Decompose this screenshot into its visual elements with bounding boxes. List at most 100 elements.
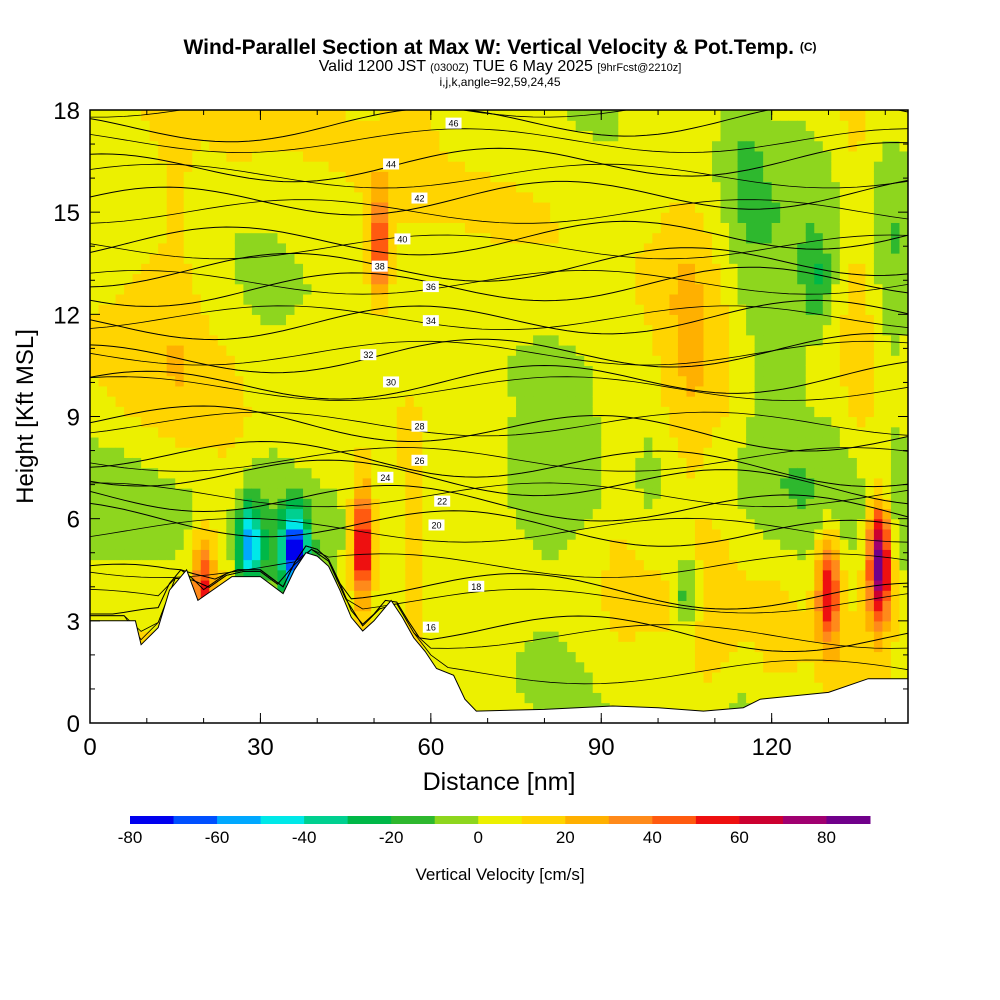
- theta-contour-38: [90, 247, 908, 288]
- colorbar-tick-label: 0: [474, 828, 483, 847]
- colorbar-swatch: [217, 816, 262, 824]
- colorbar-tick-label: 40: [643, 828, 662, 847]
- theta-contour-22: [90, 485, 908, 522]
- contour-label: 16: [426, 623, 436, 633]
- chart-title: Wind-Parallel Section at Max W: Vertical…: [0, 36, 1000, 59]
- contour-label: 32: [363, 350, 373, 360]
- contour-label-bg: [360, 349, 377, 361]
- valid-time: Valid 1200 JST: [318, 58, 426, 75]
- contour-label-bg: [377, 471, 394, 483]
- theta-contour-26: [90, 440, 908, 488]
- contour-label: 40: [397, 234, 407, 244]
- colorbar-swatch: [826, 816, 871, 824]
- colorbar-tick-label: -20: [379, 828, 404, 847]
- colorbar-tick-label: 20: [556, 828, 575, 847]
- theta-contour-minor: [90, 128, 908, 154]
- contour-label-bg: [383, 376, 400, 388]
- colorbar-label: Vertical Velocity [cm/s]: [415, 865, 584, 884]
- contour-label: 20: [432, 520, 442, 530]
- theta-contour-minor: [90, 269, 908, 295]
- y-tick-label: 18: [53, 98, 80, 125]
- contour-label-bg: [411, 192, 428, 204]
- contour-label: 46: [449, 119, 459, 129]
- colorbar-tick-label: -60: [205, 828, 230, 847]
- colorbar-tick-label: 60: [730, 828, 749, 847]
- theta-contour-minor: [90, 110, 908, 118]
- contour-label: 42: [414, 194, 424, 204]
- theta-contour-44: [90, 141, 908, 183]
- contour-label: 30: [386, 377, 396, 387]
- theta-contour-18: [90, 545, 908, 610]
- colorbar-swatch: [391, 816, 436, 824]
- section-indices: i,j,k,angle=92,59,24,45: [439, 75, 561, 89]
- y-tick-label: 0: [67, 711, 80, 738]
- colorbar: -80 -60 -40 -20 0 20 40 60 80 Vertical Velocity […: [118, 816, 871, 884]
- theta-contour-minor: [90, 376, 908, 401]
- theta-contour-minor: [90, 199, 908, 224]
- colorbar-swatch: [260, 816, 305, 824]
- theta-contour-36: [90, 266, 908, 307]
- theta-contour-minor: [90, 447, 908, 472]
- colorbar-swatch: [521, 816, 566, 824]
- colorbar-swatch: [130, 816, 175, 824]
- contour-label-bg: [422, 621, 439, 633]
- theta-contour-30: [90, 361, 908, 400]
- contour-label: 18: [471, 582, 481, 592]
- y-tick-label: 6: [67, 507, 80, 534]
- valid-utc: (0300Z): [430, 62, 469, 74]
- y-axis-label: Height [Kft MSL]: [12, 329, 39, 504]
- contour-label-bg: [422, 281, 439, 293]
- contour-label-bg: [468, 580, 485, 592]
- theta-contour-20: [90, 502, 908, 547]
- contour-labels: 16 18 20 22 24 26 28 30 32 34 36 38 40 42 44 46: [360, 117, 485, 633]
- contour-label: 22: [437, 497, 447, 507]
- contour-label-bg: [411, 420, 428, 432]
- colorbar-tick-label: 80: [817, 828, 836, 847]
- theta-contour-minor: [90, 411, 908, 437]
- y-tick-label: 3: [67, 609, 80, 636]
- colorbar-swatch: [304, 816, 349, 824]
- colorbar-tick-label: -40: [292, 828, 317, 847]
- theta-contour-28: [90, 405, 908, 452]
- contour-label: 34: [426, 316, 436, 326]
- contour-label-bg: [428, 519, 445, 531]
- colorbar-swatch: [782, 816, 827, 824]
- colorbar-swatch: [347, 816, 392, 824]
- theta-contour-minor: [90, 548, 908, 579]
- contour-label-bg: [445, 117, 462, 129]
- contour-label-bg: [422, 315, 439, 327]
- y-tick-label: 15: [53, 200, 80, 227]
- title-block: Wind-Parallel Section at Max W: Vertical…: [0, 36, 1000, 89]
- colorbar-swatch: [478, 816, 523, 824]
- contour-label: 44: [386, 159, 396, 169]
- contour-label: 28: [414, 422, 424, 432]
- colorbar-swatch: [173, 816, 218, 824]
- contour-label-bg: [411, 454, 428, 466]
- contour-label-bg: [434, 495, 451, 507]
- theta-contour-minor: [90, 163, 908, 189]
- theta-contour-minor: [90, 482, 908, 508]
- forecast-info: [9hrFcst@2210z]: [597, 62, 682, 74]
- valid-date: TUE 6 May 2025: [472, 58, 593, 75]
- x-axis-label: Distance [nm]: [423, 768, 576, 796]
- x-tick-label: 30: [247, 734, 274, 761]
- theta-contour-40: [90, 220, 908, 256]
- valid-time-line: Valid 1200 JST (0300Z) TUE 6 May 2025 [9…: [0, 59, 1000, 76]
- theta-contour-minor: [90, 517, 908, 543]
- colorbar-swatch: [434, 816, 479, 824]
- colorbar-swatch: [652, 816, 697, 824]
- theta-contour-24: [90, 459, 908, 505]
- theta-contours: [90, 110, 908, 685]
- x-tick-label: 60: [417, 734, 444, 761]
- y-tick-label: 12: [53, 302, 80, 329]
- colorbar-tick-label: -80: [118, 828, 143, 847]
- theta-contour-34: [90, 299, 908, 341]
- theta-contour-minor: [90, 340, 908, 366]
- contour-label-bg: [383, 158, 400, 170]
- x-tick-label: 0: [83, 734, 96, 761]
- theta-contour-minor: [90, 234, 908, 260]
- chart-title-text: Wind-Parallel Section at Max W: Vertical…: [183, 36, 794, 59]
- contour-label: 36: [426, 282, 436, 292]
